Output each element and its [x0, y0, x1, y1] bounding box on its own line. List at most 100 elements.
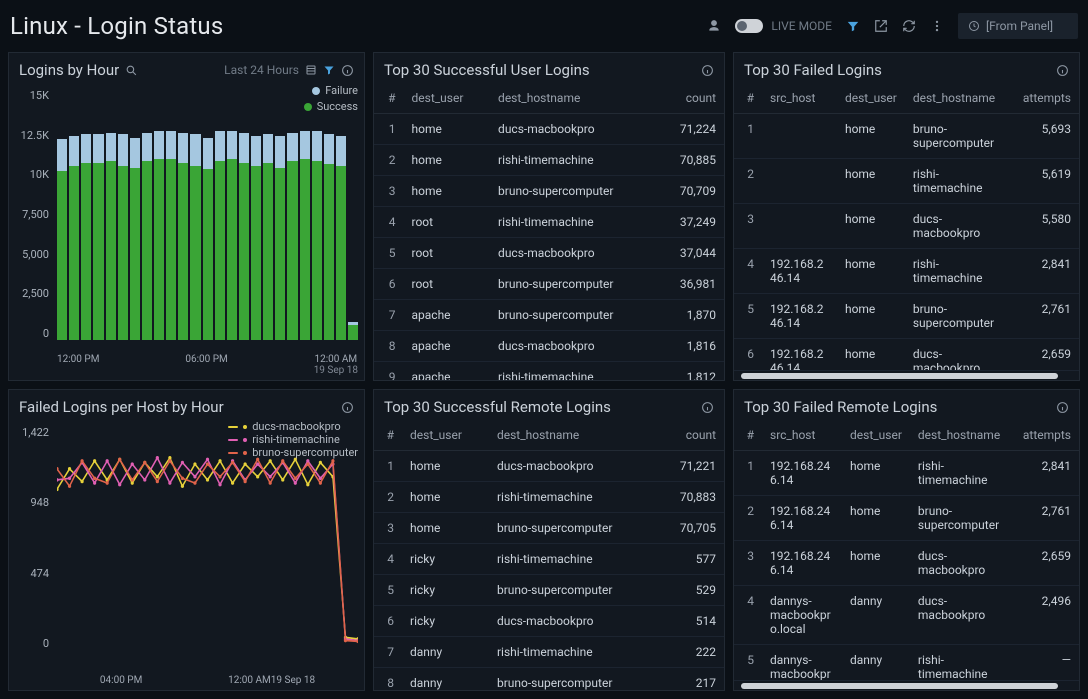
info-icon[interactable] [1056, 401, 1069, 414]
y-axis-labels: 1,4229484740 [9, 426, 53, 650]
table-scroll[interactable]: #src_hostdest_userdest_hostnameattempts1… [734, 83, 1079, 370]
table-row[interactable]: 4dannys-macbookpro.localdannyducs-macboo… [734, 586, 1079, 645]
column-header[interactable]: dest_user [402, 420, 489, 451]
time-range-label: [From Panel] [986, 19, 1053, 33]
bar-column [348, 89, 358, 340]
live-mode-label: LIVE MODE [771, 19, 832, 33]
user-icon[interactable] [707, 19, 721, 33]
table-row[interactable]: 3homebruno-supercomputer70,705 [374, 513, 724, 544]
column-header[interactable]: src_host [762, 420, 842, 451]
column-header[interactable]: src_host [762, 83, 837, 114]
table: #src_hostdest_userdest_hostnameattempts1… [734, 83, 1079, 370]
column-header[interactable]: dest_hostname [489, 420, 657, 451]
bar-column [203, 89, 213, 340]
table-scroll[interactable]: #dest_userdest_hostnamecount1homeducs-ma… [374, 83, 724, 380]
table-row[interactable]: 4192.168.246.14homerishi-timemachine2,84… [734, 249, 1079, 294]
bar-column [251, 89, 261, 340]
table-row[interactable]: 6rootbruno-supercomputer36,981 [374, 269, 724, 300]
table-row[interactable]: 7apachebruno-supercomputer1,870 [374, 300, 724, 331]
column-header[interactable]: count [657, 420, 724, 451]
table-row[interactable]: 1homeducs-macbookpro71,221 [374, 451, 724, 482]
bar-column [130, 89, 140, 340]
bar-column [93, 89, 103, 340]
panel-title: Failed Logins per Host by Hour [19, 398, 224, 416]
bar-column [239, 89, 249, 340]
table-row[interactable]: 1homebruno-supercomputer5,693 [734, 114, 1079, 159]
panel-title: Top 30 Successful User Logins [384, 61, 590, 79]
table-row[interactable]: 2192.168.246.14homebruno-supercomputer2,… [734, 496, 1079, 541]
filter-icon[interactable] [846, 19, 860, 33]
dashboard-header: Linux - Login Status LIVE MODE [From Pan… [0, 0, 1088, 52]
info-icon[interactable] [341, 401, 354, 414]
table-row[interactable]: 8dannybruno-supercomputer217 [374, 668, 724, 691]
column-header[interactable]: # [374, 83, 404, 114]
filter-icon[interactable] [323, 64, 335, 76]
more-icon[interactable] [930, 19, 944, 33]
table-row[interactable]: 5rickybruno-supercomputer529 [374, 575, 724, 606]
table-row[interactable]: 9apacherishi-timemachine1,812 [374, 362, 724, 381]
x-axis-labels: 04:00 PM12:00 AM19 Sep 18 [57, 675, 358, 686]
line-chart[interactable]: ducs-macbookprorishi-timemachinebruno-su… [9, 420, 364, 690]
clock-icon [968, 20, 980, 32]
info-icon[interactable] [1056, 64, 1069, 77]
bar-column [57, 89, 67, 340]
table-row[interactable]: 2homerishi-timemachine5,619 [734, 159, 1079, 204]
bar-column [178, 89, 188, 340]
table-row[interactable]: 8apacheducs-macbookpro1,816 [374, 331, 724, 362]
bar-column [324, 89, 334, 340]
bar-column [190, 89, 200, 340]
bar-column [81, 89, 91, 340]
search-icon[interactable] [125, 64, 138, 77]
table: #dest_userdest_hostnamecount1homeducs-ma… [374, 420, 724, 690]
share-icon[interactable] [874, 19, 888, 33]
bar-column [118, 89, 128, 340]
table-row[interactable]: 3homeducs-macbookpro5,580 [734, 204, 1079, 249]
bar-column [215, 89, 225, 340]
table-row[interactable]: 3192.168.246.14homeducs-macbookpro2,659 [734, 541, 1079, 586]
toggle-switch[interactable] [735, 19, 763, 33]
horizontal-scrollbar[interactable] [734, 680, 1079, 690]
column-header[interactable]: dest_user [837, 83, 905, 114]
table-row[interactable]: 3homebruno-supercomputer70,709 [374, 176, 724, 207]
info-icon[interactable] [701, 64, 714, 77]
column-header[interactable]: # [374, 420, 402, 451]
bar-column [287, 89, 297, 340]
horizontal-scrollbar[interactable] [734, 370, 1079, 380]
table-row[interactable]: 6192.168.246.14homeducs-macbookpro2,659 [734, 339, 1079, 371]
table-row[interactable]: 7dannyrishi-timemachine222 [374, 637, 724, 668]
bar-chart[interactable]: Failure Success 15K12.5K10K7,5005,0002,5… [9, 83, 364, 380]
column-header[interactable]: dest_hostname [910, 420, 1015, 451]
bar-column [300, 89, 310, 340]
table-row[interactable]: 2homerishi-timemachine70,883 [374, 482, 724, 513]
panel-title: Logins by Hour [19, 61, 119, 79]
table-row[interactable]: 5dannys-macbookpro.localdannyrishi-timem… [734, 645, 1079, 681]
y-axis-labels: 15K12.5K10K7,5005,0002,5000 [9, 89, 53, 340]
live-mode-toggle[interactable]: LIVE MODE [735, 19, 832, 33]
column-header[interactable]: attempts [1015, 83, 1079, 114]
column-header[interactable]: dest_user [842, 420, 910, 451]
column-header[interactable]: count [658, 83, 724, 114]
info-icon[interactable] [341, 64, 354, 77]
table-row[interactable]: 2homerishi-timemachine70,885 [374, 145, 724, 176]
table-row[interactable]: 1192.168.246.14homerishi-timemachine2,84… [734, 451, 1079, 496]
info-icon[interactable] [701, 401, 714, 414]
table-row[interactable]: 4rootrishi-timemachine37,249 [374, 207, 724, 238]
time-range-picker[interactable]: [From Panel] [958, 13, 1078, 39]
refresh-icon[interactable] [902, 19, 916, 33]
table-scroll[interactable]: #dest_userdest_hostnamecount1homeducs-ma… [374, 420, 724, 690]
column-header[interactable]: dest_user [404, 83, 491, 114]
table-row[interactable]: 5192.168.246.14homebruno-supercomputer2,… [734, 294, 1079, 339]
table-row[interactable]: 1homeducs-macbookpro71,224 [374, 114, 724, 145]
table-row[interactable]: 6rickyducs-macbookpro514 [374, 606, 724, 637]
column-header[interactable]: # [734, 420, 762, 451]
column-header[interactable]: dest_hostname [490, 83, 658, 114]
bars [57, 89, 358, 340]
table-row[interactable]: 5rootducs-macbookpro37,044 [374, 238, 724, 269]
table-scroll[interactable]: #src_hostdest_userdest_hostnameattempts1… [734, 420, 1079, 680]
column-header[interactable]: # [734, 83, 762, 114]
dashboard-grid: Logins by Hour Last 24 Hours Failure Suc… [0, 52, 1088, 699]
column-header[interactable]: attempts [1015, 420, 1079, 451]
column-header[interactable]: dest_hostname [905, 83, 1015, 114]
list-icon[interactable] [305, 64, 317, 76]
table-row[interactable]: 4rickyrishi-timemachine577 [374, 544, 724, 575]
